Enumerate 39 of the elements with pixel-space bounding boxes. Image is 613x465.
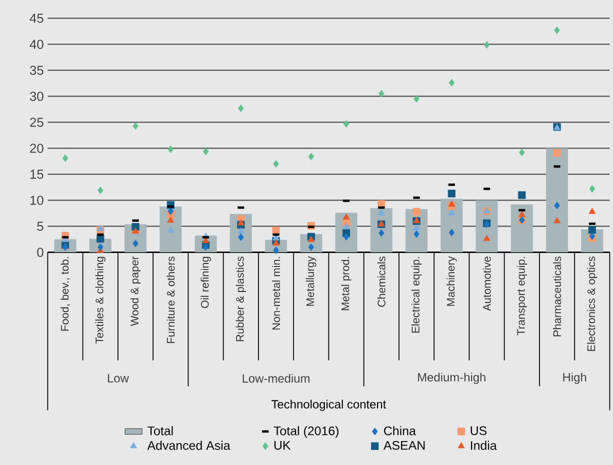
legend-label: Advanced Asia (147, 440, 230, 450)
y-tick-label: 20 (30, 144, 44, 153)
x-tick-label: Automotive (482, 256, 491, 311)
legend-label: UK (274, 441, 291, 450)
x-tick-label: Textiles & clothing (95, 256, 106, 344)
y-tick-label: 10 (30, 196, 44, 205)
x-tick-label: Transport equip. (516, 257, 527, 336)
y-tick-label: 35 (30, 66, 44, 75)
y-tick-label: 30 (30, 92, 44, 101)
x-tick-label: Rubber & plastics (236, 256, 246, 342)
x-tick-label: Metallurgy (306, 256, 316, 306)
x-tick-label: Electrical equip. (411, 257, 422, 333)
legend-label: ASEAN (383, 440, 425, 450)
legend-label: India (470, 440, 497, 450)
x-tick-label: Chemicals (377, 256, 386, 307)
y-tick-label: 0 (37, 248, 44, 257)
text: Medium-high (418, 372, 486, 384)
x-tick-label: Metal prod. (341, 257, 352, 310)
x-tick-label: Machinery (446, 256, 457, 306)
legend-label: China (384, 426, 416, 436)
x-tick-label: Electronics & optics (587, 256, 598, 351)
x-axis-title: Technological content (271, 400, 386, 411)
x-tick-label: Pharmaceuticals (553, 256, 562, 336)
y-tick-label: 5 (37, 222, 44, 231)
y-tick-label: 15 (30, 170, 44, 179)
legend-label: Total (2016) (274, 426, 338, 438)
x-tick-label: Furniture & others (166, 256, 175, 343)
legend-label: US (470, 426, 487, 436)
x-tick-label: Wood & paper (130, 256, 141, 326)
x-tick-label: Oil refining (200, 256, 211, 308)
x-tick-label: Food, bev., tob. (60, 257, 70, 331)
text: Low-medium (242, 374, 310, 383)
text: High (563, 372, 586, 384)
text: Low (108, 374, 129, 382)
y-tick-label: 25 (30, 118, 44, 127)
x-tick-label: Non-metal min. (272, 257, 280, 330)
legend-label: Total (148, 426, 173, 436)
y-tick-label: 40 (30, 40, 44, 49)
y-tick-label: 45 (30, 14, 44, 23)
